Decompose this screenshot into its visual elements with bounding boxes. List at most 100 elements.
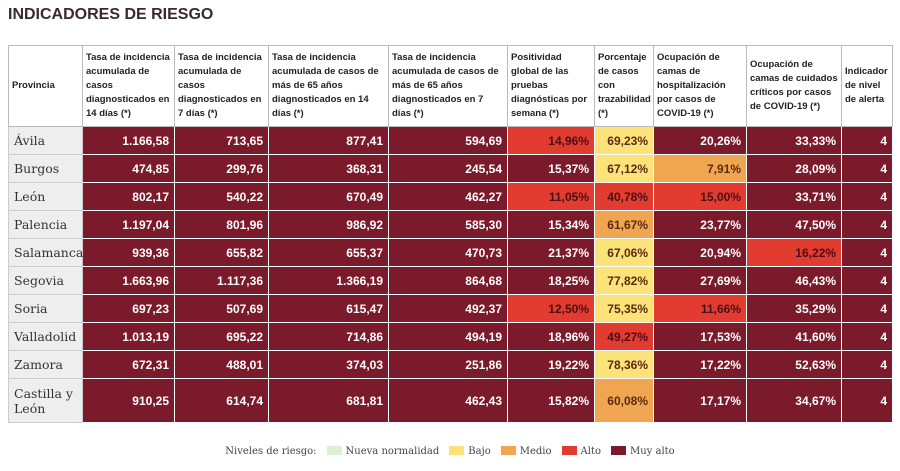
value-cell: 614,74 (174, 378, 269, 423)
column-header: Ocupación de camas de hospitalización po… (653, 45, 747, 127)
value-cell: 15,00% (653, 182, 747, 211)
value-cell: 4 (841, 322, 893, 351)
value-cell: 33,71% (746, 182, 842, 211)
value-cell: 15,34% (507, 210, 595, 239)
value-cell: 19,22% (507, 350, 595, 379)
value-cell: 27,69% (653, 266, 747, 295)
value-cell: 655,82 (174, 238, 269, 267)
column-header: Tasa de incidencia acumulada de casos di… (174, 45, 269, 127)
value-cell: 507,69 (174, 294, 269, 323)
column-header: Porcentaje de casos con trazabilidad (*) (594, 45, 654, 127)
column-header: Provincia (8, 45, 83, 127)
legend: Niveles de riesgo: Nueva normalidad Bajo Me… (0, 446, 900, 457)
province-cell: Salamanca (8, 238, 83, 267)
table-row: Burgos 474,85 299,76 368,31 245,54 15,37% 67,1… (8, 154, 893, 183)
province-cell: Ávila (8, 126, 83, 155)
value-cell: 60,08% (594, 378, 654, 423)
value-cell: 77,82% (594, 266, 654, 295)
value-cell: 4 (841, 126, 893, 155)
column-header: Tasa de incidencia acumulada de casos de… (388, 45, 508, 127)
value-cell: 15,82% (507, 378, 595, 423)
table-row: Salamanca 939,36 655,82 655,37 470,73 21,37% 6… (8, 238, 893, 267)
legend-swatch (449, 446, 465, 455)
value-cell: 28,09% (746, 154, 842, 183)
table-row: Ávila 1.166,58 713,65 877,41 594,69 14,96% 69,… (8, 126, 893, 155)
value-cell: 615,47 (268, 294, 389, 323)
value-cell: 1.013,19 (82, 322, 175, 351)
value-cell: 494,19 (388, 322, 508, 351)
value-cell: 1.166,58 (82, 126, 175, 155)
value-cell: 488,01 (174, 350, 269, 379)
value-cell: 75,35% (594, 294, 654, 323)
value-cell: 20,26% (653, 126, 747, 155)
table-row: Segovia 1.663,96 1.117,36 1.366,19 864,68 18,… (8, 266, 893, 295)
value-cell: 801,96 (174, 210, 269, 239)
value-cell: 251,86 (388, 350, 508, 379)
value-cell: 69,23% (594, 126, 654, 155)
value-cell: 11,66% (653, 294, 747, 323)
value-cell: 78,36% (594, 350, 654, 379)
value-cell: 695,22 (174, 322, 269, 351)
legend-label: Bajo (468, 446, 491, 457)
value-cell: 18,25% (507, 266, 595, 295)
value-cell: 1.117,36 (174, 266, 269, 295)
value-cell: 470,73 (388, 238, 508, 267)
value-cell: 20,94% (653, 238, 747, 267)
province-cell: Segovia (8, 266, 83, 295)
table-row: Zamora 672,31 488,01 374,03 251,86 19,22% 78,3… (8, 350, 893, 379)
value-cell: 61,67% (594, 210, 654, 239)
value-cell: 877,41 (268, 126, 389, 155)
province-cell: Soria (8, 294, 83, 323)
value-cell: 1.663,96 (82, 266, 175, 295)
value-cell: 33,33% (746, 126, 842, 155)
value-cell: 16,22% (746, 238, 842, 267)
value-cell: 17,53% (653, 322, 747, 351)
province-cell: Castilla y León (8, 378, 83, 423)
value-cell: 4 (841, 238, 893, 267)
value-cell: 585,30 (388, 210, 508, 239)
value-cell: 52,63% (746, 350, 842, 379)
value-cell: 67,12% (594, 154, 654, 183)
column-header: Indicador de nivel de alerta (841, 45, 893, 127)
legend-swatch (610, 446, 626, 455)
value-cell: 986,92 (268, 210, 389, 239)
province-cell: Valladolid (8, 322, 83, 351)
value-cell: 245,54 (388, 154, 508, 183)
title: INDICADORES DE RIESGO (8, 6, 214, 23)
value-cell: 7,91% (653, 154, 747, 183)
value-cell: 374,03 (268, 350, 389, 379)
value-cell: 17,17% (653, 378, 747, 423)
value-cell: 23,77% (653, 210, 747, 239)
province-cell: Burgos (8, 154, 83, 183)
value-cell: 67,06% (594, 238, 654, 267)
table-row: León 802,17 540,22 670,49 462,27 11,05% 40,78%… (8, 182, 893, 211)
legend-swatch (326, 446, 342, 455)
value-cell: 34,67% (746, 378, 842, 423)
value-cell: 14,96% (507, 126, 595, 155)
value-cell: 17,22% (653, 350, 747, 379)
value-cell: 462,43 (388, 378, 508, 423)
value-cell: 474,85 (82, 154, 175, 183)
column-header: Ocupación de camas de cuidados críticos … (746, 45, 842, 127)
value-cell: 594,69 (388, 126, 508, 155)
value-cell: 910,25 (82, 378, 175, 423)
value-cell: 299,76 (174, 154, 269, 183)
value-cell: 4 (841, 350, 893, 379)
column-header: Tasa de incidencia acumulada de casos di… (82, 45, 175, 127)
value-cell: 21,37% (507, 238, 595, 267)
value-cell: 670,49 (268, 182, 389, 211)
value-cell: 4 (841, 154, 893, 183)
value-cell: 1.366,19 (268, 266, 389, 295)
legend-label: Nueva normalidad (345, 446, 440, 457)
value-cell: 41,60% (746, 322, 842, 351)
value-cell: 4 (841, 182, 893, 211)
legend-swatch (500, 446, 516, 455)
value-cell: 368,31 (268, 154, 389, 183)
value-cell: 713,65 (174, 126, 269, 155)
table-row: Soria 697,23 507,69 615,47 492,37 12,50% 75,35… (8, 294, 893, 323)
value-cell: 492,37 (388, 294, 508, 323)
value-cell: 40,78% (594, 182, 654, 211)
value-cell: 15,37% (507, 154, 595, 183)
legend-label: Muy alto (629, 446, 675, 457)
